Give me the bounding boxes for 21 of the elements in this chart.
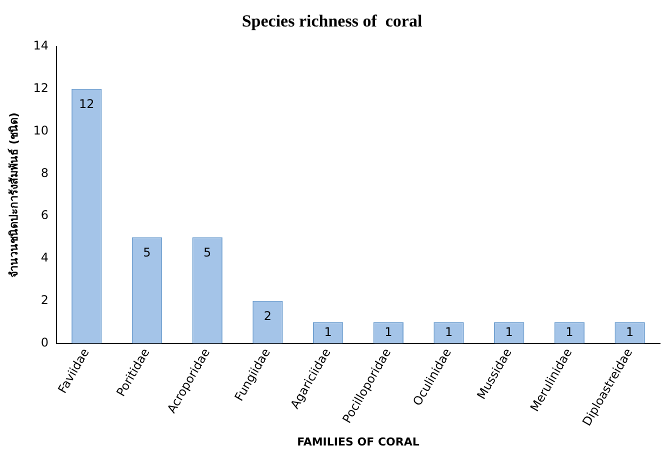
y-tick-label: 12 [33, 80, 48, 95]
y-tick-label: 6 [40, 208, 48, 222]
data-label: 1 [626, 324, 634, 339]
y-tick-label: 8 [40, 166, 48, 180]
y-tick-label: 4 [40, 250, 48, 265]
y-axis-title: จำนวนชนิดปะการังสัมพันธ์ (ชนิด) [7, 112, 20, 278]
y-tick-label: 14 [33, 38, 48, 53]
data-label: 1 [505, 324, 513, 339]
data-label: 5 [143, 245, 151, 260]
y-tick-label: 10 [33, 123, 48, 138]
data-label: 1 [444, 324, 453, 339]
data-label: 5 [204, 245, 212, 260]
data-label: 1 [566, 324, 574, 339]
data-label: 1 [324, 324, 332, 339]
data-label: 2 [264, 309, 272, 324]
data-label: 1 [384, 324, 392, 339]
y-tick-label: 0 [40, 335, 48, 350]
y-tick-label: 2 [40, 293, 48, 308]
chart-title: Species richness of coral [242, 12, 422, 31]
x-axis-title: FAMILIES OF CORAL [297, 435, 420, 448]
data-label: 12 [79, 96, 94, 111]
